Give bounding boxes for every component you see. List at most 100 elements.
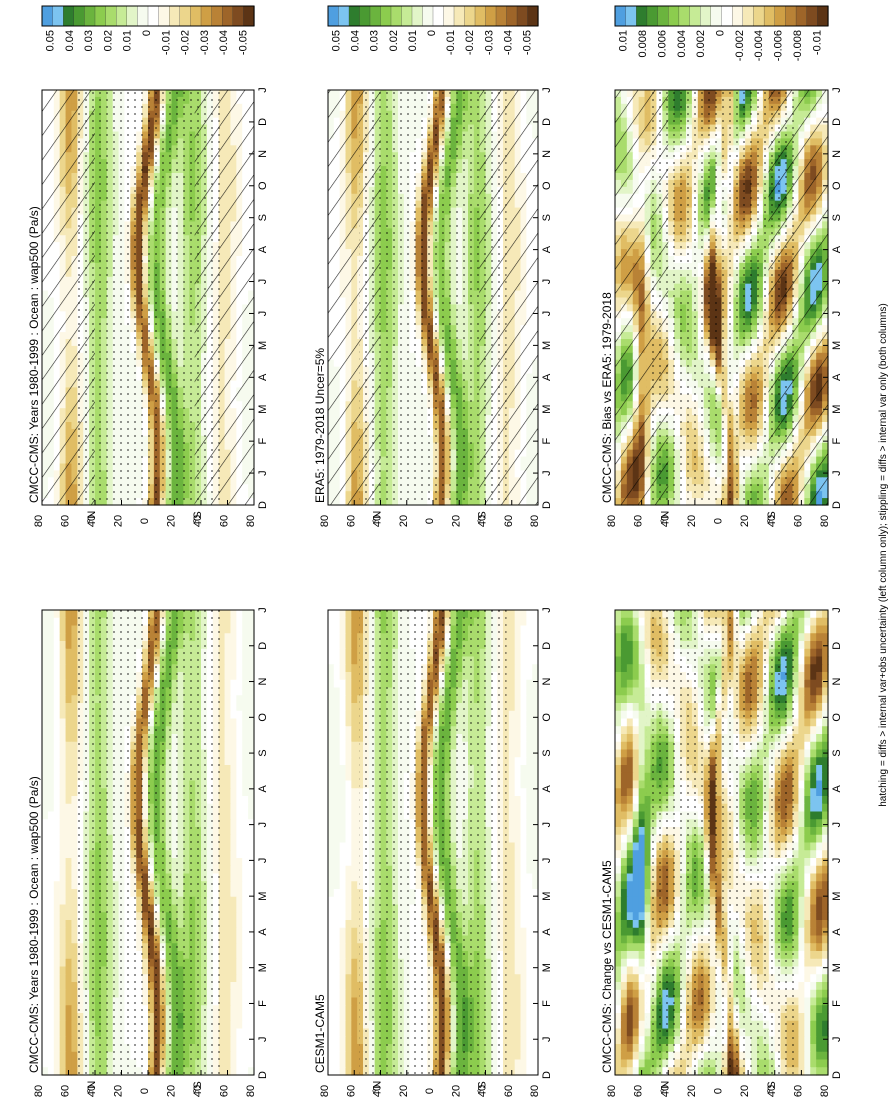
- field-cell: [236, 842, 243, 851]
- field-cell: [53, 648, 61, 658]
- field-cell: [53, 997, 61, 1006]
- field-cell: [224, 726, 232, 735]
- field-cell: [242, 1013, 249, 1022]
- field-cell: [42, 687, 49, 696]
- field-cell: [248, 827, 255, 836]
- field-cell: [47, 889, 55, 898]
- field-cell: [230, 873, 237, 882]
- field-cell: [59, 1020, 67, 1030]
- field-cell: [53, 703, 61, 712]
- field-cell: [230, 1036, 237, 1045]
- field-cell: [42, 726, 49, 735]
- field-cell: [53, 1028, 61, 1037]
- field-cell: [59, 625, 67, 634]
- field-cell: [236, 889, 243, 898]
- colorbar-swatch: [200, 5, 213, 27]
- field-cell: [47, 726, 55, 735]
- field-cell: [242, 1044, 249, 1053]
- field-cell: [236, 951, 243, 960]
- field-cell: [242, 943, 249, 952]
- field-cell: [65, 896, 73, 906]
- field-cell: [42, 765, 49, 774]
- field-cell: [47, 1036, 55, 1045]
- field-cell: [42, 664, 49, 673]
- field-cell: [224, 641, 232, 650]
- field-cell: [248, 617, 255, 627]
- field-cell: [230, 780, 237, 789]
- field-cell: [248, 819, 255, 828]
- field-cell: [236, 757, 243, 766]
- field-cell: [53, 881, 61, 890]
- field-cell: [230, 656, 237, 665]
- panel-title: CMCC-CMS: Years 1980-1999 : Ocean : wap5…: [27, 776, 41, 1073]
- field-cell: [236, 617, 243, 627]
- field-cell: [65, 788, 73, 797]
- field-cell: [236, 695, 243, 704]
- field-cell: [230, 788, 237, 797]
- lat-label: 0: [139, 1088, 151, 1094]
- field-cell: [230, 633, 237, 642]
- field-cell: [53, 865, 61, 875]
- field-cell: [230, 726, 237, 735]
- field-cell: [248, 633, 255, 642]
- field-cell: [42, 982, 49, 991]
- field-cell: [65, 834, 73, 844]
- field-cell: [59, 997, 67, 1006]
- field-cell: [230, 958, 237, 968]
- field-cell: [42, 703, 49, 712]
- colorbar-swatch: [84, 5, 96, 27]
- field-cell: [230, 1059, 237, 1068]
- field-cell: [230, 904, 237, 913]
- field-cell: [230, 648, 237, 658]
- field-cell: [230, 757, 237, 766]
- field-cell: [65, 873, 73, 882]
- field-cell: [248, 1059, 255, 1068]
- field-cell: [59, 1028, 67, 1037]
- field-cell: [65, 672, 73, 681]
- field-cell: [224, 625, 232, 634]
- field-cell: [47, 1044, 55, 1053]
- field-cell: [59, 772, 67, 782]
- field-cell: [248, 703, 255, 712]
- field-cell: [248, 610, 255, 619]
- field-cell: [242, 641, 249, 650]
- month-label: J: [257, 1036, 269, 1042]
- field-cell: [236, 641, 243, 650]
- field-cell: [53, 780, 61, 789]
- field-cell: [47, 1067, 55, 1076]
- field-cell: [42, 920, 49, 929]
- field-cell: [224, 610, 232, 619]
- field-cell: [42, 1020, 49, 1030]
- colorbar-label: 0.04: [64, 30, 76, 51]
- field-cell: [230, 741, 237, 751]
- field-cell: [230, 734, 237, 743]
- field-cell: [47, 772, 55, 782]
- field-cell: [47, 617, 55, 627]
- field-cell: [224, 896, 232, 906]
- field-cell: [230, 1005, 237, 1014]
- month-label: A: [257, 245, 269, 253]
- field-cell: [230, 718, 237, 727]
- field-cell: [59, 726, 67, 735]
- field-cell: [230, 889, 237, 898]
- field-cell: [59, 765, 67, 774]
- colorbar-label: 0.03: [83, 30, 95, 51]
- field-cell: [230, 1020, 237, 1030]
- field-cell: [59, 1005, 67, 1014]
- field-cell: [236, 780, 243, 789]
- field-cell: [53, 982, 61, 991]
- field-cell: [242, 757, 249, 766]
- field-cell: [65, 803, 73, 813]
- field-cell: [242, 834, 249, 844]
- field-cell: [236, 1044, 243, 1053]
- field-cell: [65, 1059, 73, 1068]
- field-cell: [42, 989, 49, 999]
- field-cell: [236, 1005, 243, 1014]
- field-cell: [248, 951, 255, 960]
- field-cell: [236, 772, 243, 782]
- field-cell: [236, 935, 243, 944]
- month-label: D: [257, 1071, 269, 1079]
- field-cell: [65, 718, 73, 727]
- field-cell: [248, 625, 255, 634]
